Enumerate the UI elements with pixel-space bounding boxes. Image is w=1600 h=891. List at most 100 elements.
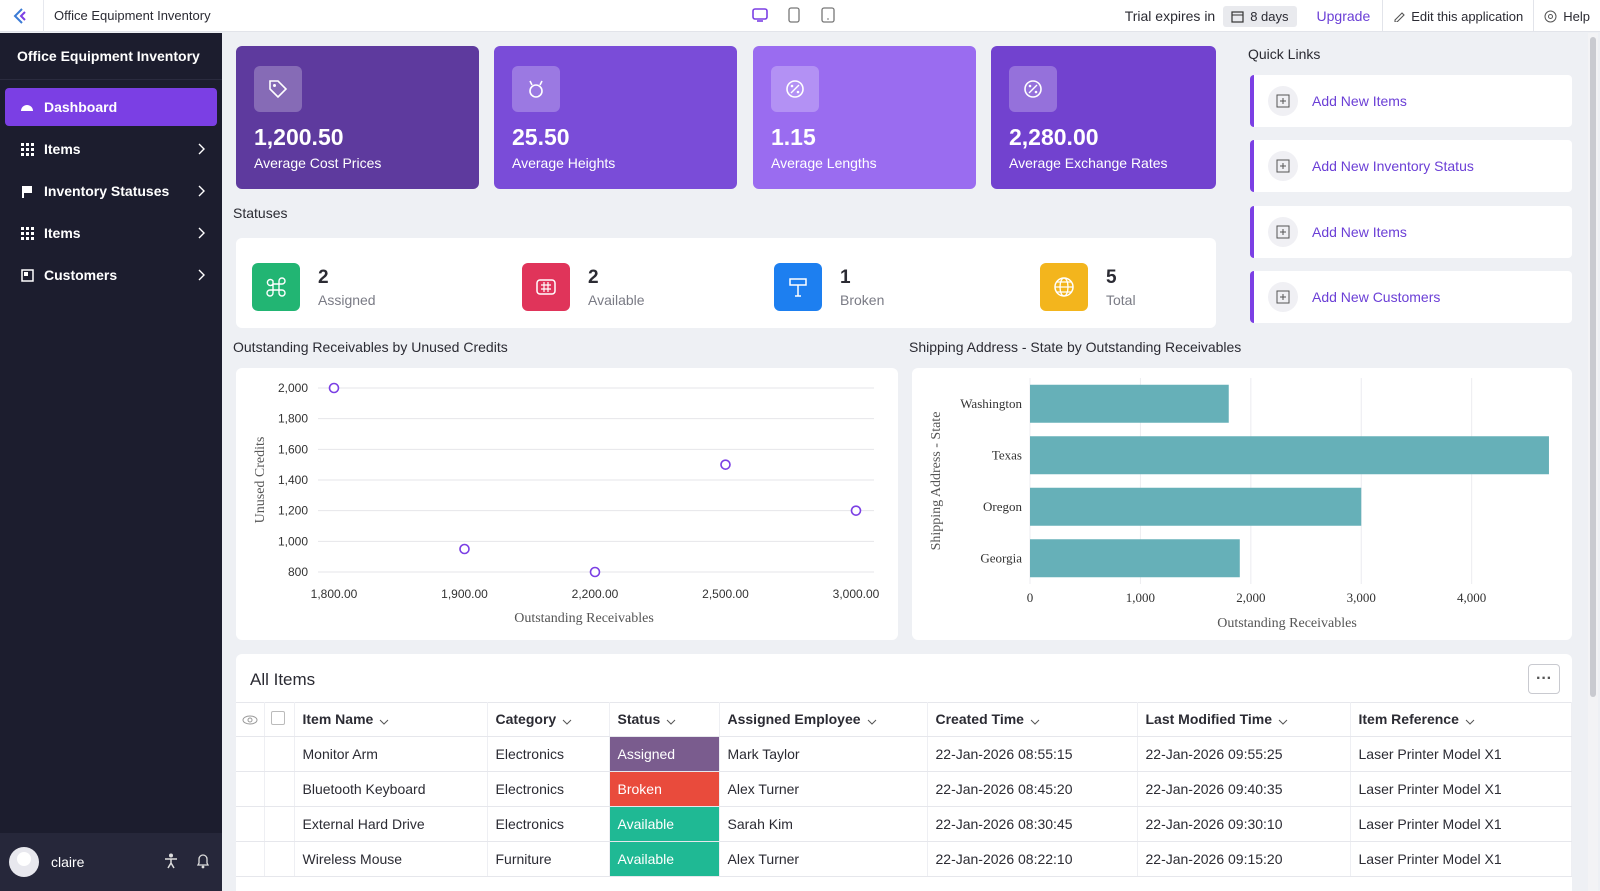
quick-link-add-customers[interactable]: Add New Customers xyxy=(1250,271,1572,323)
add-square-icon xyxy=(1268,217,1298,247)
column-header-assigned-employee[interactable]: Assigned Employee xyxy=(719,702,928,737)
table-row[interactable]: Bluetooth Keyboard Electronics Broken Alex … xyxy=(236,771,1572,807)
percent-icon xyxy=(1009,66,1057,112)
sidebar-item-label: Inventory Statuses xyxy=(44,183,170,199)
kpi-value: 1,200.50 xyxy=(254,124,344,150)
kpi-value: 1.15 xyxy=(771,124,816,150)
status-assigned[interactable]: 2 Assigned xyxy=(252,263,376,311)
sidebar-item-label: Customers xyxy=(44,267,118,283)
table-cell: 22-Jan-2026 08:45:20 xyxy=(927,771,1138,807)
kpi-label: Average Lengths xyxy=(771,155,877,171)
status-badge: Broken xyxy=(609,772,719,806)
avatar[interactable] xyxy=(9,847,39,877)
table-cell: 22-Jan-2026 09:55:25 xyxy=(1137,736,1351,772)
quick-link-label: Add New Items xyxy=(1312,93,1407,109)
accessibility-icon[interactable] xyxy=(164,853,178,872)
sidebar-item-items[interactable]: Items xyxy=(5,130,217,168)
signpost-icon xyxy=(774,263,822,311)
page-scrollbar[interactable] xyxy=(1588,33,1598,891)
chevron-down-icon xyxy=(666,712,676,728)
sidebar-item-label: Dashboard xyxy=(44,99,118,115)
table-row[interactable]: Wireless Mouse Furniture Available Alex Tur… xyxy=(236,841,1572,877)
mobile-view-icon[interactable] xyxy=(820,6,836,24)
quick-link-add-inventory-status[interactable]: Add New Inventory Status xyxy=(1250,140,1572,192)
status-broken[interactable]: 1 Broken xyxy=(774,263,884,311)
sidebar-item-items-2[interactable]: Items xyxy=(5,214,217,252)
x-tick-label: 2,000 xyxy=(1236,590,1265,605)
device-preview-toggles xyxy=(752,6,836,24)
sidebar-title: Office Equipment Inventory xyxy=(0,33,222,80)
percent-icon xyxy=(771,66,819,112)
status-count: 2 xyxy=(318,266,329,288)
tag-icon xyxy=(254,66,302,112)
y-tick-label: 1,800 xyxy=(278,412,308,426)
quick-link-label: Add New Inventory Status xyxy=(1312,158,1474,174)
app-logo-icon[interactable] xyxy=(0,0,44,32)
column-header-item-reference[interactable]: Item Reference xyxy=(1350,702,1572,737)
x-tick-label: 1,900.00 xyxy=(441,587,488,601)
sidebar-item-customers[interactable]: Customers xyxy=(5,256,217,294)
y-axis-label: Unused Credits xyxy=(253,437,268,524)
tablet-view-icon[interactable] xyxy=(786,6,802,24)
select-all-checkbox[interactable] xyxy=(264,702,295,737)
sidebar-item-inventory-statuses[interactable]: Inventory Statuses xyxy=(5,172,217,210)
column-visibility-toggle[interactable] xyxy=(236,702,265,737)
x-tick-label: 0 xyxy=(1027,590,1034,605)
bar-chart: 0 1,000 2,000 3,000 4,000 Washington Texas Oreg… xyxy=(929,378,1549,631)
column-header-category[interactable]: Category xyxy=(487,702,610,737)
chevron-right-icon xyxy=(197,184,205,200)
status-available[interactable]: 2 Available xyxy=(522,263,645,311)
more-options-button[interactable]: ··· xyxy=(1528,664,1560,694)
table-row[interactable]: Monitor Arm Electronics Assigned Mark Taylo… xyxy=(236,736,1572,772)
flag-icon xyxy=(20,184,34,198)
table-cell: Alex Turner xyxy=(719,771,928,807)
sidebar-item-label: Items xyxy=(44,141,81,157)
status-label: Assigned xyxy=(318,291,376,308)
notification-bell-icon[interactable] xyxy=(196,853,210,872)
bar-chart-title: Shipping Address - State by Outstanding … xyxy=(909,339,1242,355)
column-header-item-name[interactable]: Item Name xyxy=(294,702,488,737)
chevron-right-icon xyxy=(197,226,205,242)
x-axis-label: Outstanding Receivables xyxy=(514,611,654,626)
table-cell: Mark Taylor xyxy=(719,736,928,772)
statuses-title: Statuses xyxy=(233,205,288,221)
status-badge: Available xyxy=(609,807,719,841)
column-header-last-modified-time[interactable]: Last Modified Time xyxy=(1137,702,1351,737)
table-row[interactable]: External Hard Drive Electronics Available S… xyxy=(236,806,1572,842)
scatter-point xyxy=(720,459,731,470)
statuses-card: 2 Assigned 2 Available 1 Broken 5 Total xyxy=(236,238,1216,328)
help-link[interactable]: Help xyxy=(1534,9,1600,24)
kpi-card-heights[interactable]: 25.50 Average Heights xyxy=(494,46,737,189)
kpi-card-cost-prices[interactable]: 1,200.50 Average Cost Prices xyxy=(236,46,479,189)
table-cell: Monitor Arm xyxy=(294,736,488,772)
column-header-status[interactable]: Status xyxy=(609,702,720,737)
dashboard-icon xyxy=(20,100,34,114)
kpi-card-exchange-rates[interactable]: 2,280.00 Average Exchange Rates xyxy=(991,46,1216,189)
user-panel: claire xyxy=(0,833,222,891)
x-tick-label: 3,000 xyxy=(1347,590,1376,605)
scrollbar-thumb[interactable] xyxy=(1590,37,1596,697)
status-cell: Available xyxy=(609,806,720,842)
kpi-value: 2,280.00 xyxy=(1009,124,1099,150)
y-tick-label: 2,000 xyxy=(278,381,308,395)
x-tick-label: 1,800.00 xyxy=(311,587,358,601)
pencil-icon xyxy=(1394,12,1406,22)
scatter-point xyxy=(850,505,862,516)
edit-application-link[interactable]: Edit this application xyxy=(1383,9,1533,24)
desktop-view-icon[interactable] xyxy=(752,6,768,24)
kpi-card-lengths[interactable]: 1.15 Average Lengths xyxy=(753,46,976,189)
sidebar-item-label: Items xyxy=(44,225,81,241)
trial-days: 8 days xyxy=(1250,8,1289,24)
column-header-created-time[interactable]: Created Time xyxy=(927,702,1138,737)
status-total[interactable]: 5 Total xyxy=(1040,263,1136,311)
bar xyxy=(1030,539,1240,578)
scatter-point xyxy=(459,543,470,555)
quick-link-add-items[interactable]: Add New Items xyxy=(1250,75,1572,127)
upgrade-link[interactable]: Upgrade xyxy=(1316,8,1371,24)
table-cell: 22-Jan-2026 08:55:15 xyxy=(927,736,1138,772)
trial-days-badge: 8 days xyxy=(1223,5,1297,27)
sidebar-item-dashboard[interactable]: Dashboard xyxy=(5,88,217,126)
quick-link-add-items-2[interactable]: Add New Items xyxy=(1250,206,1572,258)
y-tick-label: 1,000 xyxy=(278,534,308,548)
status-badge: Assigned xyxy=(609,737,719,771)
